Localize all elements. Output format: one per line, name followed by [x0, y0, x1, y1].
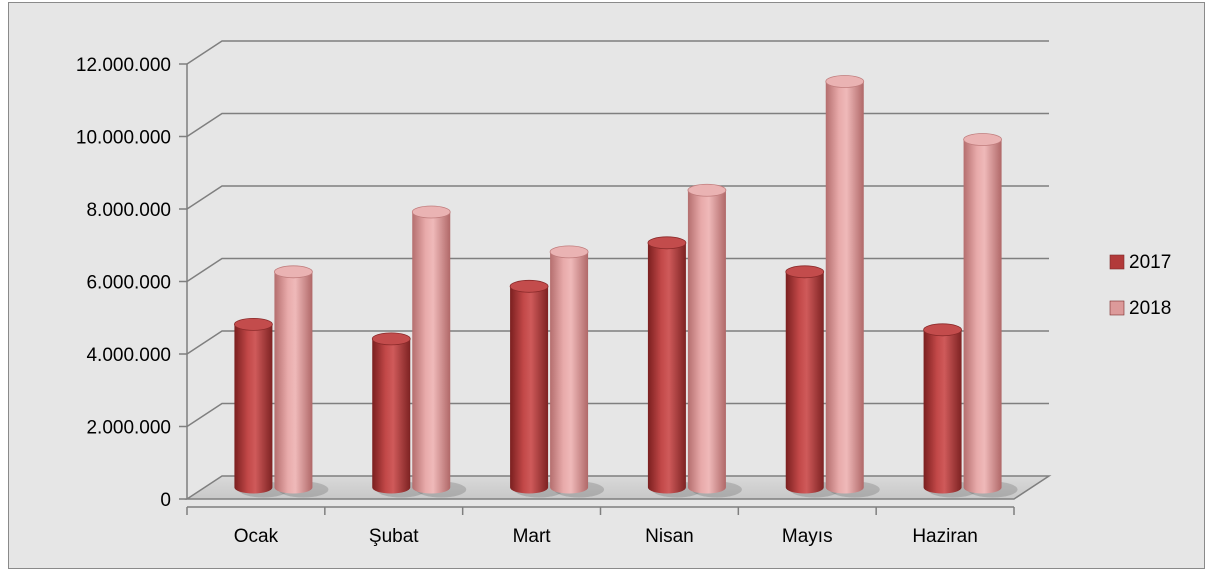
- bar-top: [371, 332, 411, 346]
- bar-body: [785, 271, 824, 494]
- bar-2018-Mart: [549, 245, 605, 498]
- bar-2017-Mart: [509, 279, 565, 498]
- bars: [234, 75, 1018, 498]
- bar-chart: 0 2.000.000 4.000.000 6.000.000 8.000.000 10.…: [76, 40, 1171, 547]
- legend-swatch: [1109, 254, 1125, 270]
- gridline: [186, 402, 1049, 428]
- bar-top: [825, 75, 865, 88]
- x-tick-label: Mayıs: [782, 526, 833, 547]
- x-tick-label: Nisan: [645, 526, 694, 547]
- bar-top: [963, 133, 1002, 146]
- bar-top: [509, 279, 549, 293]
- chart-frame: 0 2.000.000 4.000.000 6.000.000 8.000.000 10.…: [8, 2, 1205, 569]
- bar-2017-Şubat: [371, 332, 427, 498]
- x-tick-label: Ocak: [234, 526, 279, 547]
- bar-body: [412, 212, 451, 494]
- legend-label: 2017: [1129, 252, 1171, 273]
- bar-2018-Nisan: [687, 183, 742, 498]
- bar-2017-Mayıs: [785, 265, 840, 498]
- bar-body: [274, 271, 313, 494]
- y-axis-tick-labels: 0 2.000.000 4.000.000 6.000.000 8.000.000 10.…: [76, 55, 171, 511]
- bar-body: [510, 286, 549, 494]
- legend-label: 2018: [1129, 298, 1171, 319]
- gridline: [186, 330, 1049, 355]
- bar-body: [372, 338, 411, 494]
- gridline: [186, 112, 1049, 138]
- bar-2018-Mayıs: [825, 75, 880, 498]
- y-tick-label: 6.000.000: [86, 273, 171, 294]
- gridline: [186, 185, 1049, 210]
- bar-body: [825, 81, 864, 494]
- bar-body: [963, 139, 1002, 494]
- bar-2017-Nisan: [647, 236, 702, 498]
- bar-top: [785, 265, 825, 279]
- y-tick-label: 10.000.000: [76, 128, 171, 149]
- legend-swatch: [1109, 300, 1125, 316]
- y-tick-label: 2.000.000: [86, 418, 171, 439]
- x-axis-tick-labels: Ocak Şubat Mart Nisan Mayıs Haziran: [234, 526, 978, 547]
- bar-2018-Şubat: [411, 205, 467, 498]
- bar-2017-Ocak: [234, 317, 289, 498]
- bar-top: [234, 317, 273, 331]
- bar-2018-Haziran: [963, 133, 1018, 498]
- bar-body: [550, 251, 589, 494]
- axes: [179, 63, 1015, 515]
- x-tick-label: Haziran: [912, 526, 977, 547]
- y-tick-label: 12.000.000: [76, 55, 171, 76]
- gridlines: [184, 40, 1052, 500]
- bar-body: [687, 190, 726, 494]
- bar-2018-Ocak: [274, 265, 329, 498]
- bar-body: [923, 329, 962, 494]
- y-tick-label: 0: [160, 490, 171, 511]
- bar-top: [549, 245, 589, 259]
- bar-top: [687, 183, 727, 197]
- bar-top: [647, 236, 687, 250]
- bar-body: [234, 324, 273, 494]
- legend-item-2017: 2017: [1109, 252, 1171, 273]
- y-tick-label: 8.000.000: [86, 200, 171, 221]
- y-tick-label: 4.000.000: [86, 345, 171, 366]
- x-tick-label: Mart: [513, 526, 552, 547]
- bar-top: [411, 205, 451, 219]
- bar-top: [274, 265, 313, 279]
- bar-body: [647, 242, 686, 494]
- legend-item-2018: 2018: [1109, 298, 1171, 319]
- gridline: [186, 40, 1049, 65]
- legend: 2017 2018: [1109, 252, 1171, 319]
- gridline: [186, 257, 1049, 283]
- bar-top: [923, 323, 962, 337]
- x-tick-label: Şubat: [369, 526, 419, 547]
